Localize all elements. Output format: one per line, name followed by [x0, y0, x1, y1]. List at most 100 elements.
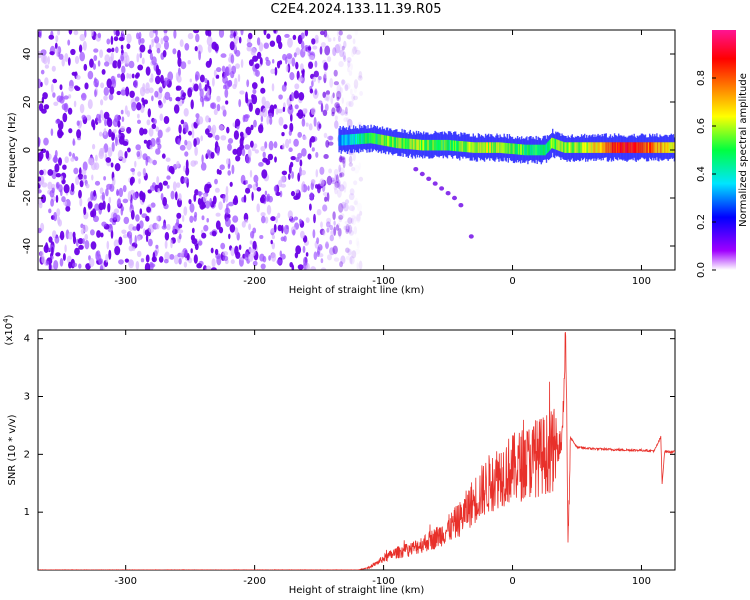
- noise-speckle: [155, 75, 161, 85]
- ridge-core: [438, 139, 440, 151]
- noise-speckle: [204, 84, 208, 92]
- noise-speckle: [149, 185, 155, 192]
- ridge-core: [629, 142, 631, 153]
- noise-speckle: [120, 44, 124, 50]
- noise-speckle: [117, 59, 122, 69]
- noise-speckle: [165, 157, 171, 162]
- noise-speckle: [313, 213, 316, 224]
- ridge-core: [566, 142, 568, 153]
- ridge-core: [608, 142, 611, 153]
- noise-speckle: [348, 205, 355, 212]
- noise-speckle: [176, 160, 180, 168]
- ridge-core: [397, 137, 399, 149]
- noise-speckle: [339, 172, 345, 178]
- noise-speckle: [184, 139, 188, 146]
- noise-speckle: [128, 60, 135, 69]
- noise-speckle: [113, 30, 116, 36]
- noise-speckle: [172, 48, 177, 55]
- noise-speckle: [162, 196, 168, 207]
- noise-speckle: [136, 151, 141, 157]
- spectrogram-x-tick-label: -200: [243, 276, 266, 287]
- ridge-core: [534, 144, 536, 156]
- noise-speckle: [333, 81, 339, 86]
- noise-speckle: [291, 264, 295, 270]
- noise-speckle: [211, 230, 217, 237]
- noise-speckle: [191, 128, 195, 139]
- noise-speckle: [158, 100, 162, 106]
- ridge-core: [394, 137, 396, 148]
- ridge-core: [447, 139, 450, 151]
- ridge-core: [595, 142, 597, 153]
- noise-speckle: [52, 92, 56, 98]
- ridge-core: [606, 142, 609, 153]
- noise-speckle: [342, 51, 346, 60]
- noise-speckle: [160, 74, 164, 84]
- noise-speckle: [260, 146, 266, 152]
- noise-speckle: [348, 224, 352, 234]
- ridge-core: [668, 142, 670, 153]
- ridge-core: [670, 142, 672, 153]
- noise-speckle: [329, 234, 334, 242]
- noise-speckle: [290, 190, 296, 197]
- noise-speckle: [277, 224, 283, 232]
- ridge-core: [373, 133, 375, 144]
- noise-speckle: [275, 216, 278, 224]
- ridge-core: [660, 142, 662, 153]
- ridge-core: [370, 132, 372, 144]
- noise-speckle: [201, 203, 207, 209]
- ridge-core: [450, 140, 453, 151]
- ridge-core: [640, 142, 643, 153]
- noise-speckle: [52, 156, 59, 163]
- noise-speckle: [114, 163, 121, 172]
- ridge-core: [486, 142, 488, 153]
- noise-speckle: [324, 243, 330, 249]
- ridge-core: [519, 144, 521, 155]
- noise-speckle: [216, 255, 222, 266]
- noise-speckle: [56, 208, 61, 217]
- noise-speckle: [139, 127, 145, 136]
- noise-speckle: [224, 71, 228, 78]
- noise-speckle: [356, 240, 360, 249]
- noise-speckle: [105, 157, 112, 163]
- ridge-core: [599, 142, 601, 153]
- noise-speckle: [271, 83, 275, 92]
- noise-speckle: [130, 199, 133, 209]
- noise-speckle: [113, 208, 120, 214]
- noise-speckle: [349, 255, 353, 265]
- noise-speckle: [246, 42, 253, 48]
- noise-speckle: [270, 228, 275, 233]
- colorbar-gradient: [712, 30, 736, 270]
- noise-speckle: [38, 189, 42, 194]
- noise-speckle: [158, 86, 163, 94]
- spectrogram-y-tick-label: 40: [22, 48, 33, 61]
- noise-speckle: [210, 127, 214, 134]
- ridge-core: [409, 138, 411, 150]
- noise-speckle: [220, 242, 226, 250]
- ridge-core: [345, 134, 348, 146]
- ridge-core: [577, 142, 580, 153]
- noise-speckle: [198, 50, 202, 61]
- noise-speckle: [317, 244, 323, 251]
- snr-x-tick-label: -200: [243, 576, 266, 587]
- ridge-core: [522, 144, 524, 155]
- ridge-core: [349, 134, 352, 145]
- noise-speckle: [227, 170, 231, 176]
- noise-speckle: [173, 254, 179, 265]
- noise-speckle: [283, 224, 289, 235]
- noise-speckle: [331, 107, 336, 115]
- noise-speckle: [78, 263, 82, 269]
- noise-speckle: [344, 199, 350, 205]
- noise-speckle: [339, 109, 346, 116]
- ridge-core: [625, 142, 627, 153]
- ridge-core: [466, 141, 468, 153]
- noise-speckle: [288, 129, 292, 136]
- noise-speckle: [51, 65, 56, 72]
- noise-speckle: [250, 140, 254, 148]
- noise-speckle: [170, 190, 175, 200]
- ridge-core: [389, 136, 391, 147]
- noise-speckle: [294, 83, 300, 90]
- noise-speckle: [288, 147, 293, 152]
- noise-speckle: [337, 35, 341, 43]
- noise-speckle: [100, 232, 104, 238]
